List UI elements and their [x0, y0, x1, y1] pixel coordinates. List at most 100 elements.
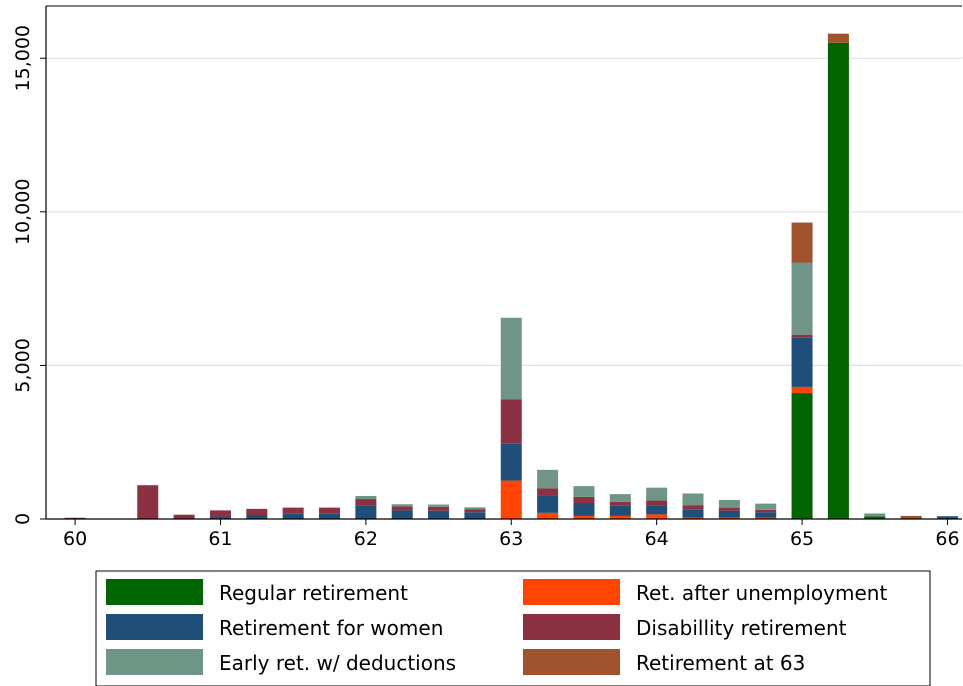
- legend-item: Retirement for women: [106, 614, 443, 640]
- bar-segment: [609, 515, 631, 519]
- legend-swatch: [523, 614, 620, 640]
- bar-segment: [64, 517, 86, 519]
- bar-segment: [391, 504, 413, 507]
- legend-label: Retirement at 63: [636, 651, 805, 675]
- bar-segment: [609, 505, 631, 516]
- x-tick-label: 65: [790, 528, 814, 550]
- x-tick-label: 61: [208, 528, 232, 550]
- legend-swatch: [106, 649, 203, 675]
- bar-segment: [755, 512, 777, 518]
- bar-segment: [646, 500, 668, 506]
- x-tick-label: 63: [499, 528, 523, 550]
- bar-segment: [573, 515, 595, 519]
- bar-segment: [428, 504, 450, 507]
- bar-segment: [718, 507, 740, 511]
- bar-segment: [864, 513, 886, 517]
- bar-segment: [282, 507, 304, 514]
- legend-swatch: [523, 579, 620, 605]
- bar-segment: [355, 495, 377, 500]
- legend-label: Disabillity retirement: [636, 616, 847, 640]
- bar-segment: [791, 386, 813, 394]
- bar-segment: [864, 516, 886, 519]
- x-tick-label: 60: [63, 528, 87, 550]
- bar-segment: [500, 399, 522, 444]
- bar-segment: [646, 487, 668, 501]
- bar-segment: [537, 488, 559, 496]
- bar-segment: [646, 505, 668, 515]
- bar-segment: [464, 509, 486, 513]
- bar-segment: [537, 469, 559, 489]
- bar-segment: [718, 517, 740, 519]
- bar-segment: [718, 499, 740, 508]
- legend-swatch: [106, 614, 203, 640]
- y-tick-label: 0: [12, 513, 34, 525]
- bar-segment: [646, 514, 668, 519]
- bar-segment: [500, 317, 522, 400]
- legend-item: Ret. after unemployment: [523, 579, 887, 605]
- y-tick-label: 5,000: [12, 338, 34, 392]
- bar-segment: [682, 517, 704, 519]
- bar-segment: [791, 262, 813, 335]
- bar-segment: [209, 516, 231, 519]
- bar-segment: [573, 503, 595, 516]
- x-tick-label: 66: [935, 528, 959, 550]
- bar-segment: [682, 509, 704, 518]
- legend-swatch: [523, 649, 620, 675]
- x-tick-label: 62: [354, 528, 378, 550]
- bar-segment: [682, 505, 704, 510]
- bar-segment: [537, 495, 559, 513]
- plot-area: 0 5,000 10,000 15,000 60 61 62 63 64 65 66: [12, 5, 962, 550]
- bar-segment: [428, 506, 450, 511]
- legend-swatch: [106, 579, 203, 605]
- bar-segment: [609, 501, 631, 506]
- bar-segment: [428, 510, 450, 519]
- bar-segment: [209, 510, 231, 517]
- bar-segment: [246, 515, 268, 519]
- bar-segment: [391, 506, 413, 511]
- bar-segment: [682, 493, 704, 506]
- bar-segment: [246, 508, 268, 516]
- bar-segment: [791, 337, 813, 387]
- bar-segment: [319, 513, 341, 519]
- bar-segment: [755, 517, 777, 519]
- y-tick-label: 15,000: [12, 25, 34, 91]
- legend-item: Early ret. w/ deductions: [106, 649, 456, 675]
- bar-segment: [319, 507, 341, 514]
- legend-box: [95, 570, 931, 686]
- y-tick-label: 10,000: [12, 179, 34, 245]
- bar-segment: [137, 485, 159, 519]
- bar-segment: [355, 499, 377, 506]
- legend-label: Ret. after unemployment: [636, 581, 887, 605]
- bar-segment: [755, 503, 777, 510]
- bar-segment: [609, 494, 631, 502]
- legend-label: Regular retirement: [219, 581, 408, 605]
- legend-label: Retirement for women: [219, 616, 443, 640]
- legend-item: Retirement at 63: [523, 649, 805, 675]
- bar-segment: [827, 33, 849, 43]
- bar-segment: [500, 480, 522, 519]
- legend-item: Disabillity retirement: [523, 614, 847, 640]
- bar-segment: [282, 513, 304, 519]
- legend-label: Early ret. w/ deductions: [219, 651, 456, 675]
- bar-segment: [173, 514, 195, 519]
- bar-segment: [391, 510, 413, 519]
- bar-segment: [537, 512, 559, 519]
- bar-segment: [355, 505, 377, 519]
- bar-segment: [791, 222, 813, 263]
- bar-segment: [464, 507, 486, 510]
- bar-segment: [464, 512, 486, 519]
- bar-segment: [827, 42, 849, 519]
- legend: Regular retirement Ret. after unemploymen…: [95, 570, 931, 686]
- bar-segment: [500, 443, 522, 481]
- bar-segment: [900, 515, 922, 519]
- bar-segment: [573, 496, 595, 504]
- bar-segment: [791, 393, 813, 519]
- bar-segment: [573, 486, 595, 497]
- bar-segment: [755, 509, 777, 513]
- x-tick-label: 64: [645, 528, 669, 550]
- bar-segment: [791, 334, 813, 338]
- bar-segment: [936, 516, 958, 519]
- legend-item: Regular retirement: [106, 579, 408, 605]
- bar-segment: [718, 510, 740, 518]
